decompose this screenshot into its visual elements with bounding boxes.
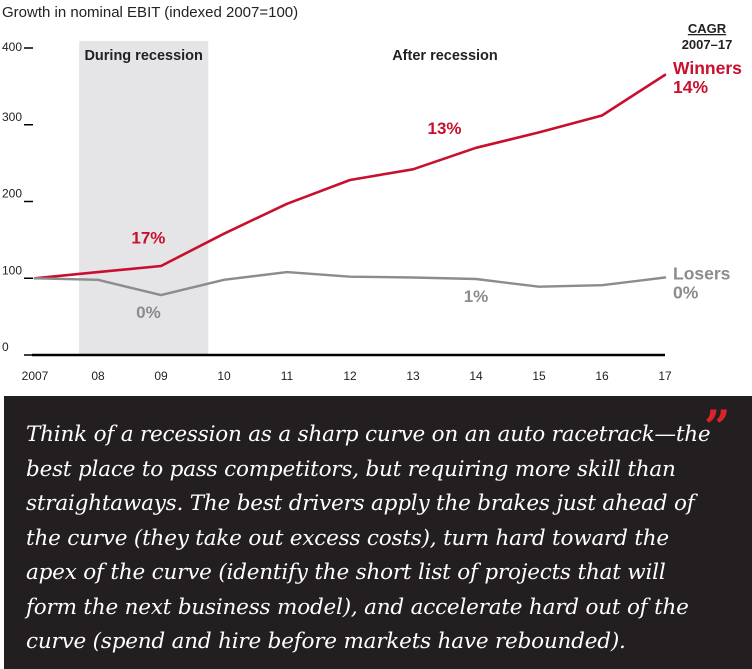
x-tick-label: 09 [154, 369, 168, 383]
during-recession-label: During recession [84, 48, 202, 64]
x-tick-label: 11 [281, 369, 294, 383]
series-cagr-label: 14% [673, 77, 708, 97]
x-tick-label: 08 [91, 369, 105, 383]
quote-box: Think of a recession as a sharp curve on… [4, 396, 752, 669]
chart-title: Growth in nominal EBIT (indexed 2007=100… [2, 4, 298, 21]
series-name-label: Losers [673, 263, 731, 283]
y-tick-label: 0 [2, 340, 9, 354]
y-tick-label: 300 [2, 110, 22, 124]
series-lines [33, 73, 667, 297]
quote-mark-icon: ” [704, 400, 731, 454]
cagr-header: CAGR [688, 21, 727, 36]
cagr-annotation: 17% [131, 229, 165, 248]
x-tick-label: 10 [217, 369, 231, 383]
pull-quote: Think of a recession as a sharp curve on… [26, 422, 711, 654]
recession-band [79, 41, 209, 355]
annotations: 17% 0% 13% 1% [131, 119, 488, 322]
series-name-label: Winners [673, 58, 742, 78]
x-tick-label: 12 [343, 369, 357, 383]
x-tick-label: 17 [658, 369, 672, 383]
x-tick-label: 2007 [22, 369, 49, 383]
x-axis: 2007 08 09 10 11 12 13 14 15 16 17 [22, 369, 672, 383]
y-tick-label: 100 [2, 263, 22, 277]
x-tick-label: 16 [595, 369, 609, 383]
series-cagr-label: 0% [673, 282, 699, 302]
x-tick-label: 14 [469, 369, 483, 383]
cagr-annotation: 0% [136, 303, 161, 322]
ebit-growth-chart: Growth in nominal EBIT (indexed 2007=100… [2, 4, 742, 383]
x-tick-label: 13 [406, 369, 420, 383]
y-tick-label: 400 [2, 40, 22, 54]
cagr-annotation: 13% [427, 119, 461, 138]
series-line-winners [33, 73, 667, 280]
y-tick-label: 200 [2, 187, 22, 201]
after-recession-label: After recession [392, 48, 498, 64]
y-axis: 0 100 200 300 400 [2, 40, 33, 356]
cagr-period: 2007–17 [682, 37, 733, 52]
series-line-losers [33, 270, 667, 297]
cagr-annotation: 1% [464, 287, 489, 306]
x-tick-label: 15 [532, 369, 546, 383]
